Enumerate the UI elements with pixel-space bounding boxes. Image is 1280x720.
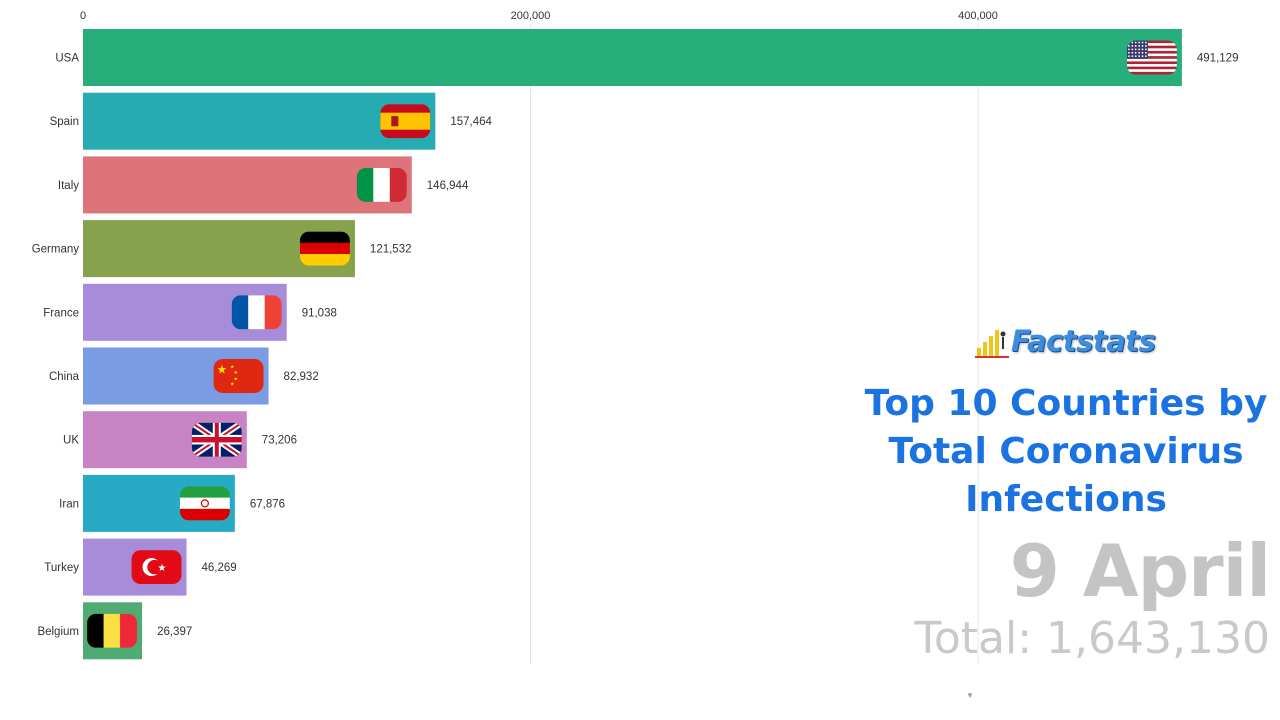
category-label: Turkey xyxy=(44,562,79,574)
bar-spain xyxy=(83,92,436,150)
category-label: China xyxy=(49,371,80,383)
total-label: Total: 1,643,130 xyxy=(914,613,1270,664)
chart-title: Top 10 Countries by Total Coronavirus In… xyxy=(864,383,1268,520)
bar-chart-logo-icon xyxy=(975,330,1009,358)
svg-text:★: ★ xyxy=(234,370,239,376)
category-label: UK xyxy=(63,435,79,447)
germany-flag-icon xyxy=(299,231,350,266)
value-label: 157,464 xyxy=(450,116,492,128)
brand-name: Factstats xyxy=(1011,324,1156,358)
scroll-down-icon: ▼ xyxy=(966,691,974,700)
value-label: 91,038 xyxy=(302,307,337,319)
turkey-flag-icon: ★ xyxy=(131,550,182,585)
svg-text:★: ★ xyxy=(158,563,167,574)
value-label: 121,532 xyxy=(370,244,412,256)
china-flag-icon: ★ ★★★★ xyxy=(213,359,264,393)
category-label: France xyxy=(43,307,79,319)
value-label: 73,206 xyxy=(262,435,297,447)
category-label: Iran xyxy=(59,498,79,510)
value-label: 491,129 xyxy=(1197,53,1239,65)
category-label: Belgium xyxy=(37,626,79,638)
value-label: 146,944 xyxy=(427,180,469,192)
x-tick-label: 0 xyxy=(80,10,86,22)
date-label: 9 April xyxy=(1009,529,1271,613)
iran-flag-icon xyxy=(179,486,230,521)
value-label: 26,397 xyxy=(157,626,192,638)
belgium-flag-icon xyxy=(87,613,138,648)
x-tick-label: 400,000 xyxy=(958,10,998,22)
svg-text:★: ★ xyxy=(230,381,235,387)
value-label: 82,932 xyxy=(284,371,319,383)
spain-flag-icon xyxy=(380,104,431,139)
category-label: Italy xyxy=(58,180,79,192)
usa-flag-icon xyxy=(1126,40,1177,75)
brand-logo: Factstats xyxy=(975,318,1156,358)
italy-flag-icon xyxy=(356,167,407,202)
svg-text:★: ★ xyxy=(234,377,239,383)
uk-flag-icon xyxy=(191,422,242,457)
value-label: 67,876 xyxy=(250,498,285,510)
category-label: Spain xyxy=(50,116,79,128)
value-label: 46,269 xyxy=(202,562,237,574)
bar-usa xyxy=(83,29,1182,86)
svg-text:★: ★ xyxy=(217,362,228,376)
svg-text:★: ★ xyxy=(230,364,235,370)
x-tick-label: 200,000 xyxy=(511,10,551,22)
category-label: Germany xyxy=(32,244,80,256)
france-flag-icon xyxy=(231,295,282,330)
category-label: USA xyxy=(55,53,79,65)
